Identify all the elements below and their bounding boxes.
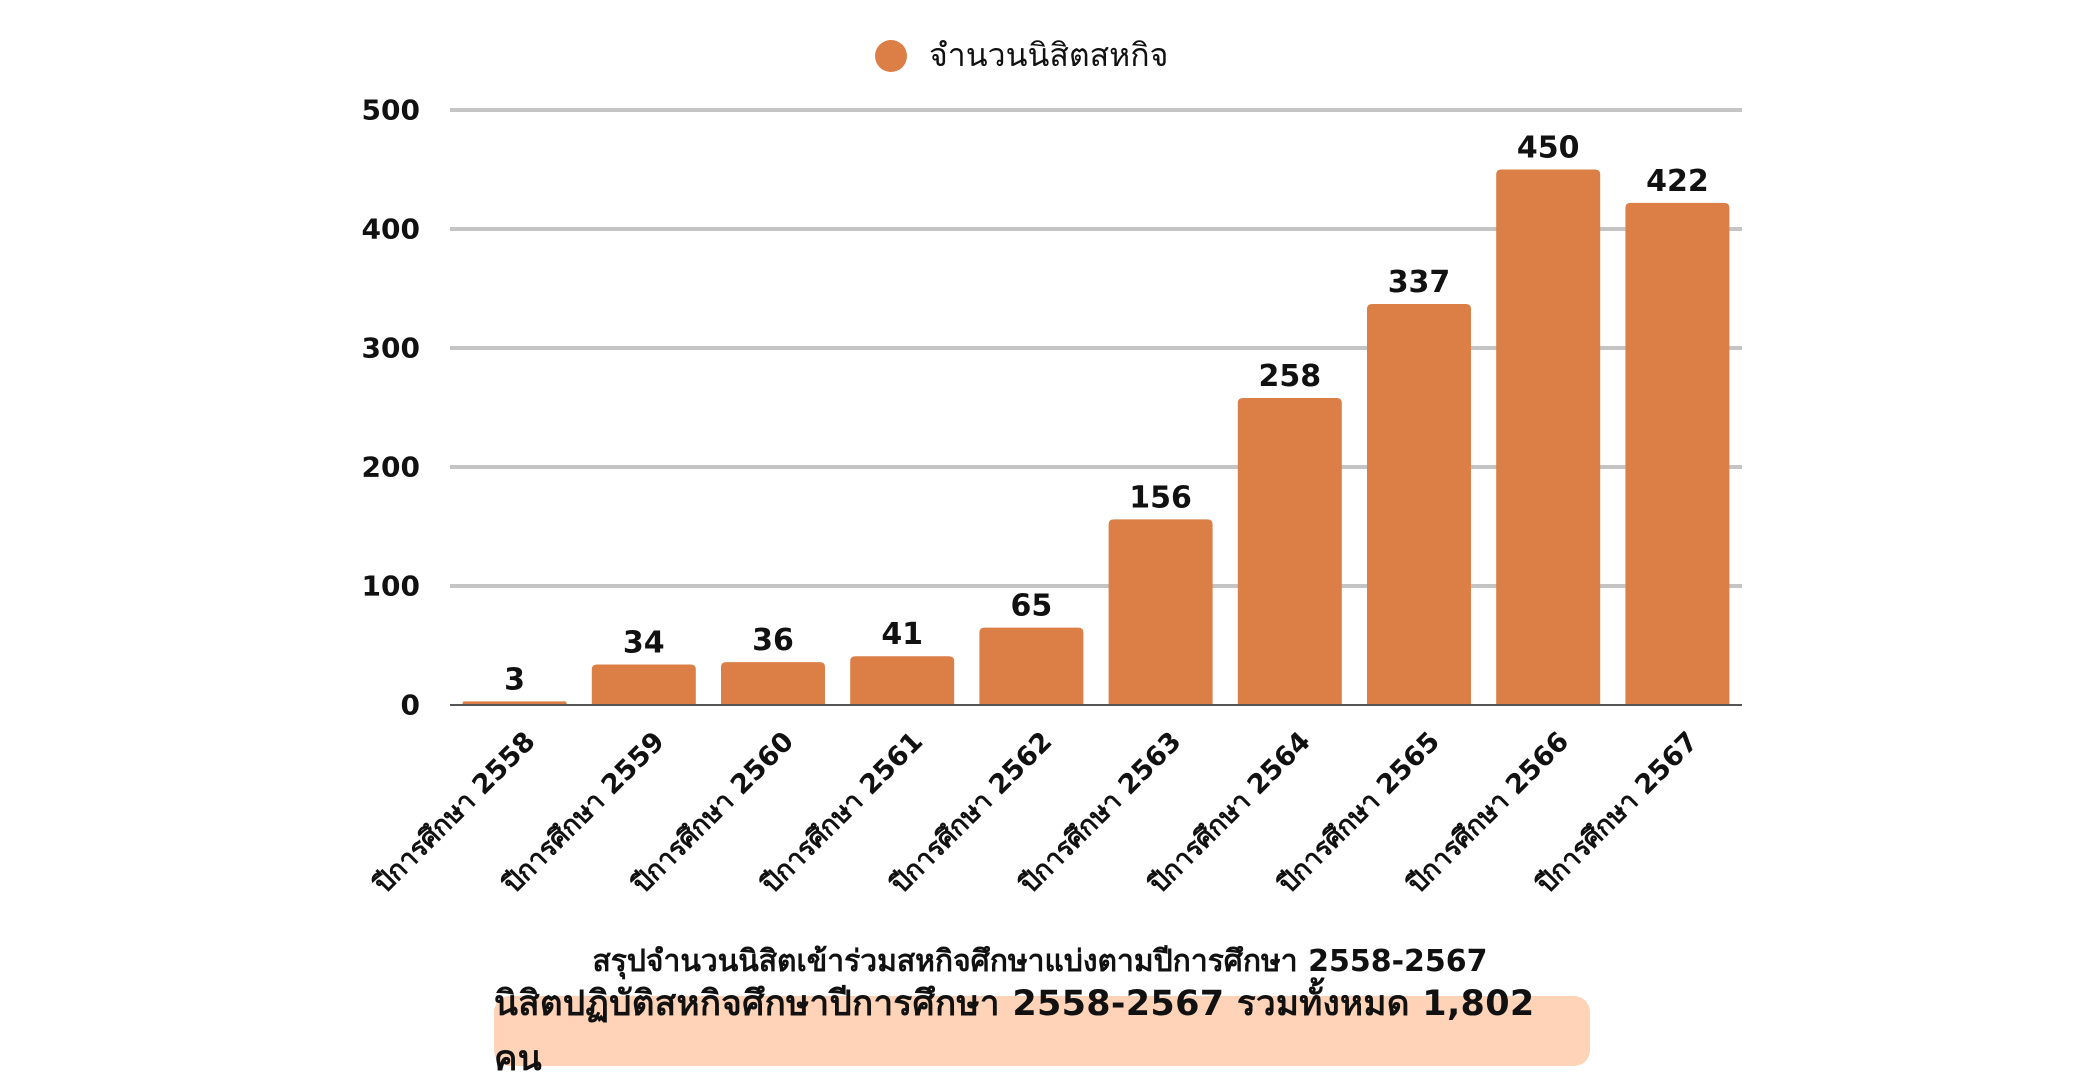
data-label: 337 <box>1388 265 1451 300</box>
summary-banner: นิสิตปฏิบัติสหกิจศึกษาปีการศึกษา 2558-25… <box>494 984 1590 1079</box>
y-tick-label: 100 <box>362 570 420 603</box>
chart-caption: สรุปจำนวนนิสิตเข้าร่วมสหกิจศึกษาแบ่งตามป… <box>592 944 1488 979</box>
bar <box>1625 202 1730 705</box>
legend-label: จำนวนนิสิตสหกิจ <box>929 36 1169 74</box>
data-label: 450 <box>1517 131 1580 166</box>
data-label: 156 <box>1129 480 1192 515</box>
y-tick-label: 200 <box>362 451 420 484</box>
bar <box>721 662 825 705</box>
data-label: 34 <box>623 626 665 661</box>
bar <box>1367 303 1471 705</box>
bar <box>591 664 696 705</box>
y-tick-label: 300 <box>362 332 420 365</box>
bar <box>1496 169 1601 705</box>
data-label: 3 <box>504 662 525 697</box>
bar <box>850 656 955 705</box>
chart-legend: จำนวนนิสิตสหกิจ <box>875 30 1168 81</box>
summary-text: นิสิตปฏิบัติสหกิจศึกษาปีการศึกษา 2558-25… <box>494 984 1535 1079</box>
y-tick-label: 0 <box>401 689 420 722</box>
data-label: 65 <box>1011 589 1053 624</box>
y-tick-label: 400 <box>362 213 420 246</box>
data-label: 41 <box>881 617 923 652</box>
data-label: 422 <box>1646 164 1709 199</box>
data-label: 258 <box>1258 359 1321 394</box>
bar <box>979 627 1084 705</box>
data-label: 36 <box>752 623 794 658</box>
bar <box>1108 519 1213 705</box>
bar <box>1237 397 1342 705</box>
legend-swatch <box>875 39 907 72</box>
y-tick-label: 500 <box>362 94 420 127</box>
